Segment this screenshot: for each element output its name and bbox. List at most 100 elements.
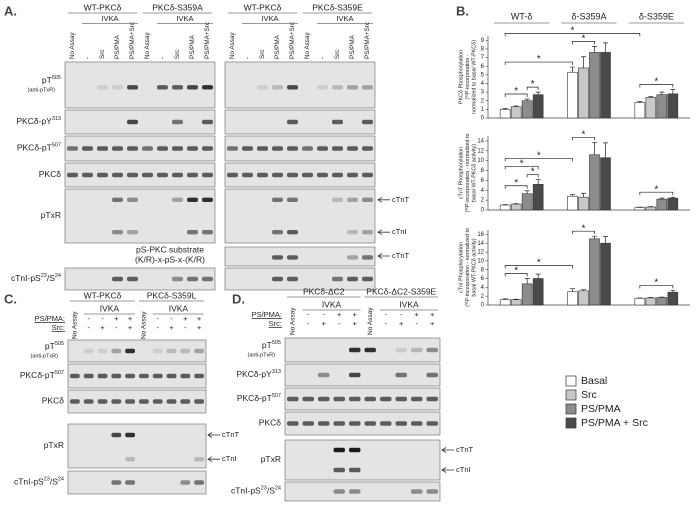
bar (634, 102, 646, 119)
group-header: WT-PKCδ (84, 2, 122, 12)
band (349, 421, 361, 426)
band (180, 373, 191, 379)
bar (656, 198, 668, 211)
blot (64, 61, 216, 109)
error-bar (648, 96, 654, 98)
band (172, 197, 183, 202)
band (349, 372, 361, 378)
row-label: PKCδ (42, 396, 64, 406)
label-part: pTxR (261, 454, 281, 464)
band (302, 172, 313, 178)
y-tick-label: 12 (477, 250, 484, 256)
blot (224, 246, 376, 267)
condition-sign: - (338, 319, 341, 328)
condition-sign: - (307, 319, 310, 328)
band (127, 146, 138, 151)
band (426, 489, 438, 494)
label-part: 23 (41, 273, 47, 279)
bar (667, 197, 679, 211)
significance-label: * (582, 33, 586, 44)
band (302, 396, 314, 402)
arrow (207, 456, 220, 463)
significance-label: * (571, 25, 575, 36)
band (317, 146, 328, 151)
condition-sign: - (170, 314, 173, 323)
error-bar (603, 142, 608, 158)
bar (499, 109, 511, 119)
band (112, 276, 123, 282)
label-part: PKCδ-pT (237, 393, 272, 403)
band (125, 399, 135, 404)
band (287, 85, 298, 90)
band (97, 373, 108, 379)
bar (589, 154, 600, 211)
band (364, 347, 376, 353)
band (333, 489, 345, 494)
label-part: 23 (44, 477, 50, 483)
condition-label: Src: (52, 323, 65, 332)
label-part: cTnI-pS (231, 486, 261, 496)
row-label: PKCδ-pT507 (237, 393, 281, 403)
band (67, 172, 78, 178)
y-tick-label: 0 (481, 116, 485, 122)
band (166, 348, 177, 354)
group-header: PKCδ-S359L (147, 290, 197, 300)
bar (645, 96, 657, 119)
y-tick-label: 9 (481, 38, 485, 44)
condition-sign: - (307, 310, 310, 319)
band (287, 396, 299, 402)
band (257, 85, 268, 90)
y-axis-label: normalized to basal WT-PKCδ) (471, 40, 477, 114)
band (272, 85, 283, 90)
band (318, 421, 330, 426)
group-header: PKCδ-ΔC2-S359E (366, 286, 436, 296)
lane-label: Src (334, 50, 341, 59)
bar (645, 206, 657, 211)
band (287, 421, 299, 426)
row-label: PKCδ-pY313 (16, 116, 61, 126)
lane-label: No Assay (304, 32, 311, 59)
bar (600, 157, 611, 211)
band (287, 230, 298, 235)
label-part: cTnI-pS (11, 273, 41, 283)
band (194, 348, 204, 354)
condition-sign: - (184, 323, 187, 332)
row-note: (anti-pTxR) (30, 353, 58, 359)
arrow-label: cTnT (456, 445, 474, 454)
label-part: PKCδ-pT (20, 370, 55, 380)
band (125, 348, 135, 354)
lane-label: No Assay (72, 311, 79, 339)
significance-bracket (526, 86, 539, 91)
row-label: pT505 (42, 75, 61, 85)
band (157, 146, 168, 151)
label-part: cTnI-pS (14, 477, 44, 487)
significance-label: * (654, 184, 658, 195)
blot (64, 267, 216, 291)
bar (634, 298, 646, 306)
band (97, 399, 108, 404)
blot (64, 188, 216, 244)
condition-label: Src: (269, 319, 282, 328)
bar (578, 290, 589, 306)
error-bar (670, 196, 676, 199)
band (257, 172, 268, 178)
band (152, 373, 163, 379)
significance-bracket (639, 191, 674, 196)
blot (67, 423, 207, 469)
y-tick-label: 0 (481, 303, 485, 309)
error-bar (513, 105, 519, 107)
arrow (377, 253, 390, 259)
lane-label: PS/PMA+Src (129, 22, 136, 59)
y-tick-label: 10 (477, 158, 484, 164)
legend-label: Basal (581, 375, 607, 387)
condition-sign: + (100, 323, 105, 332)
label-part: pTxR (41, 210, 61, 220)
bar (600, 52, 611, 119)
band (180, 480, 191, 485)
arrow-label: cTnT (392, 251, 410, 260)
bar (634, 207, 646, 211)
band (347, 276, 358, 282)
band (362, 197, 373, 202)
assay-label: IVKA (261, 14, 278, 23)
band (127, 119, 138, 125)
